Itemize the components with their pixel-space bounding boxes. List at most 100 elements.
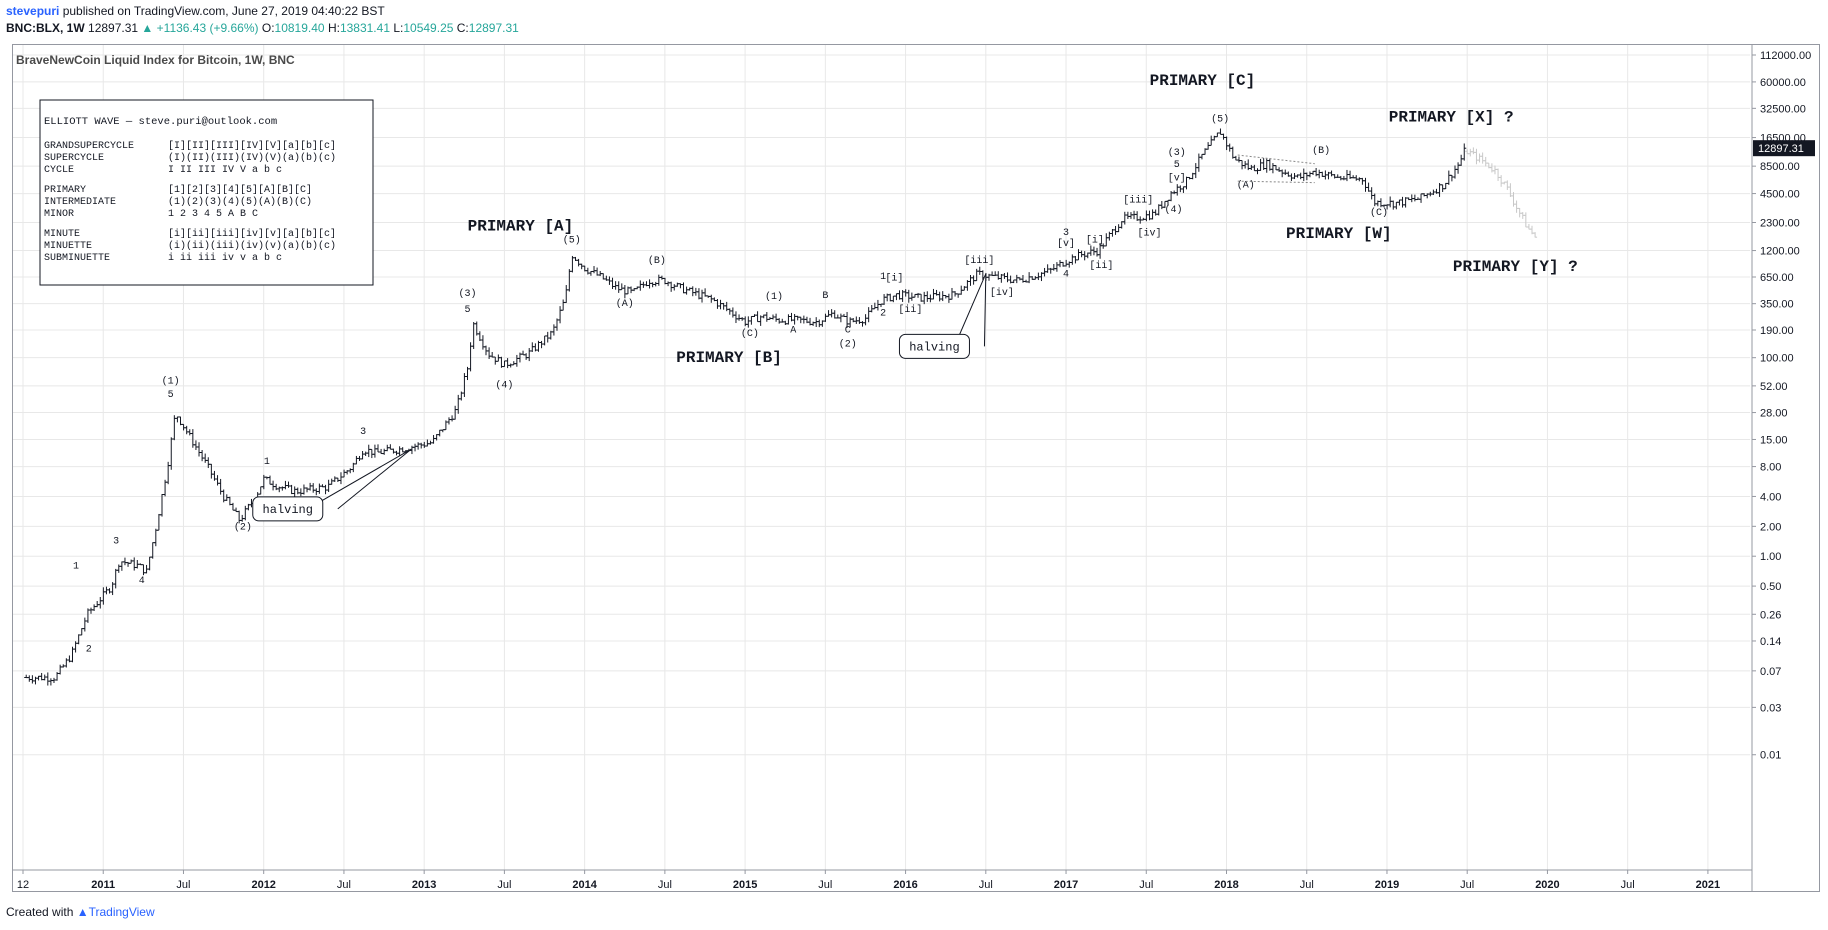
y-tick-label: 100.00 <box>1760 353 1794 365</box>
x-tick-label: Jul <box>337 879 351 891</box>
primary-wave-label: PRIMARY [Y] ? <box>1453 258 1578 276</box>
y-tick-label: 0.07 <box>1760 666 1781 678</box>
footer: Created with ▲TradingView <box>6 904 155 920</box>
y-tick-label: 0.14 <box>1760 636 1781 648</box>
triangle-lower-line <box>1237 180 1315 184</box>
wave-label: [v] <box>1057 238 1075 250</box>
x-tick-label: 2016 <box>893 879 917 891</box>
y-tick-label: 32500.00 <box>1760 103 1806 115</box>
y-tick-label: 2300.00 <box>1760 218 1800 230</box>
wave-label: (1) <box>765 291 783 303</box>
wave-label: 1 <box>264 457 270 468</box>
legend-title: ELLIOTT WAVE — steve.puri@outlook.com <box>44 116 277 128</box>
x-tick-label: Jul <box>1300 879 1314 891</box>
y-tick-label: 4.00 <box>1760 491 1781 503</box>
wave-label: 4 <box>139 576 145 587</box>
legend-notation: [1][2][3][4][5][A][B][C] <box>168 184 312 196</box>
legend-notation: (1)(2)(3)(4)(5)(A)(B)(C) <box>168 196 312 208</box>
y-tick-label: 650.00 <box>1760 272 1794 284</box>
wave-label: 4 <box>1063 269 1069 280</box>
x-tick-label: Jul <box>658 879 672 891</box>
x-tick-label: 2014 <box>572 879 597 891</box>
wave-label: 3 <box>113 536 119 547</box>
y-tick-label: 8.00 <box>1760 462 1781 474</box>
legend-degree: MINUTE <box>44 229 80 240</box>
wave-label: [ii] <box>1089 260 1113 272</box>
legend-notation: [i][ii][iii][iv][v][a][b][c] <box>168 228 336 240</box>
legend-degree: MINUETTE <box>44 241 92 252</box>
callout-pointer <box>307 448 412 510</box>
x-tick-label: 2019 <box>1375 879 1399 891</box>
x-tick-label: 2012 <box>251 879 275 891</box>
wave-label: [iii] <box>1123 195 1153 207</box>
legend-notation: I II III IV V a b c <box>168 164 282 176</box>
y-tick-label: 0.01 <box>1760 750 1781 762</box>
publish-header: stevepuri published on TradingView.com, … <box>6 4 385 19</box>
wave-label: 5 <box>464 305 470 316</box>
wave-label: [ii] <box>898 304 922 316</box>
wave-label: (C) <box>1370 207 1388 219</box>
wave-label: (1) <box>162 375 180 387</box>
close-label: C: <box>456 21 469 35</box>
legend-degree: MINOR <box>44 209 74 220</box>
price-chart[interactable]: 0.01 0.03 0.07 0.14 0.26 0.50 1.00 2.00 4.00 8.00… <box>0 0 1828 900</box>
callout-text: halving <box>263 503 313 517</box>
x-tick-label: 2011 <box>91 879 115 891</box>
legend-notation: [I][II][III][IV][V][a][b][c] <box>168 140 336 152</box>
wave-label: (3) <box>1168 147 1186 159</box>
close-value: 12897.31 <box>468 21 519 35</box>
y-tick-label: 15.00 <box>1760 434 1788 446</box>
high-label: H: <box>327 21 340 35</box>
last-price: 12897.31 <box>88 21 139 35</box>
x-tick-label: 2015 <box>733 879 757 891</box>
last-price-label: 12897.31 <box>1758 143 1804 155</box>
tradingview-logo-icon: ▲ <box>76 905 89 919</box>
publish-info: published on TradingView.com, June 27, 2… <box>62 4 385 18</box>
y-tick-label: 1.00 <box>1760 551 1781 563</box>
y-tick-label: 8500.00 <box>1760 161 1800 173</box>
legend-degree: INTERMEDIATE <box>44 197 116 208</box>
wave-label: (A) <box>616 298 634 310</box>
wave-label: [v] <box>1168 172 1186 184</box>
legend-notation: 1 2 3 4 5 A B C <box>168 209 258 220</box>
y-tick-label: 112000.00 <box>1760 50 1811 62</box>
wave-label: (4) <box>1165 204 1183 216</box>
legend-frame <box>39 99 374 286</box>
tradingview-link[interactable]: TradingView <box>88 905 155 919</box>
x-tick-label: Jul <box>176 879 190 891</box>
high-value: 13831.41 <box>339 21 390 35</box>
wave-label: [iii] <box>964 255 994 267</box>
callout-box <box>252 496 324 522</box>
wave-label: (5) <box>563 234 581 246</box>
low-label: L: <box>393 21 404 35</box>
y-tick-label: 52.00 <box>1760 381 1788 393</box>
projection-candles <box>1465 147 1538 238</box>
wave-label: (B) <box>648 255 666 267</box>
wave-label: 2 <box>880 309 886 320</box>
symbol-label: BNC:BLX, 1W <box>6 21 85 35</box>
wave-label: (B) <box>1312 145 1330 157</box>
x-tick-label: Jul <box>818 879 832 891</box>
chart-frame[interactable] <box>12 44 1820 892</box>
author-link[interactable]: stevepuri <box>6 4 60 18</box>
wave-label: (5) <box>1211 113 1229 125</box>
legend-notation: (I)(II)(III)(IV)(V)(a)(b)(c) <box>168 152 336 164</box>
ohlc-bar: BNC:BLX, 1W 12897.31 ▲ +1136.43 (+9.66%)… <box>6 21 519 36</box>
legend-degree: PRIMARY <box>44 185 86 196</box>
last-price-tag <box>1753 140 1815 157</box>
x-tick-label: 2017 <box>1054 879 1078 891</box>
wave-label: 5 <box>168 390 174 401</box>
y-tick-label: 28.00 <box>1760 408 1788 420</box>
x-tick-label: 2021 <box>1696 879 1720 891</box>
y-tick-label: 1200.00 <box>1760 246 1800 258</box>
wave-label: 1 <box>73 562 79 573</box>
created-with-text: Created with <box>6 905 74 919</box>
x-tick-label: Jul <box>979 879 993 891</box>
y-tick-label: 0.26 <box>1760 609 1781 621</box>
primary-wave-label: PRIMARY [B] <box>676 349 782 367</box>
wave-label: (A) <box>1237 179 1255 191</box>
primary-wave-label: PRIMARY [W] <box>1286 225 1392 243</box>
y-tick-label: 4500.00 <box>1760 189 1800 201</box>
wave-label: (2) <box>234 522 252 534</box>
wave-label: [iv] <box>1137 228 1161 240</box>
